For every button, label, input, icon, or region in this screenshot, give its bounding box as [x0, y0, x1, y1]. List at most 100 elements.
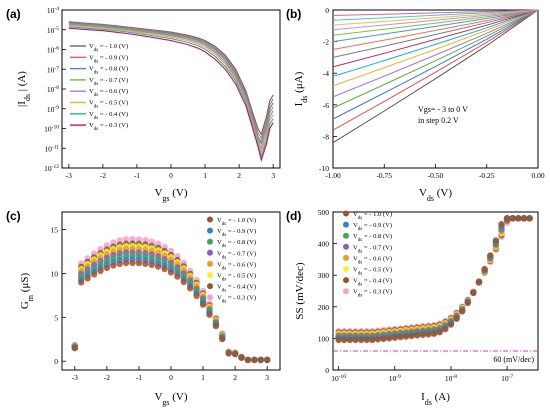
panel-c-legend-entry: Vds = - 0.5 (V) [217, 273, 256, 283]
panel-c-data-point [78, 279, 85, 286]
panel-a-legend-entry-main: V [89, 88, 94, 95]
panel-a-ytick-label-exp: -9 [54, 105, 59, 111]
panel-d-legend-swatch [343, 277, 349, 284]
panel-a-ytick-label-base: 10 [47, 26, 55, 35]
panel-a-series-line [68, 27, 274, 163]
panel-d-legend-entry-suffix: = - 0.7 (V) [362, 244, 392, 251]
panel-d-data-point [419, 331, 427, 339]
panel-a-ytick-label-base: 10 [44, 144, 52, 153]
panel-d-legend-entry-sub: ds [358, 293, 363, 298]
panel-c-data-point [251, 356, 258, 364]
panel-d-legend-entry-main: V [353, 255, 358, 262]
panel-a-ytick-label: 10-7 [47, 65, 59, 74]
panel-b-ylabel: Ids (μA) [293, 71, 309, 106]
panel-a-ytick-label-exp: -7 [54, 65, 59, 71]
panel-c-data-point [129, 236, 136, 243]
panel-c-legend-swatch [207, 216, 213, 223]
panel-c-data-point [257, 356, 264, 364]
panel-c-ytick-label: 5 [54, 313, 58, 322]
panel-d-data-point [442, 326, 449, 333]
panel-d-xlabel-unit: (A) [432, 391, 450, 403]
panel-a-legend-entry-main: V [89, 66, 94, 73]
panel-a-legend-entry-sub: ds [94, 115, 99, 120]
panel-a-ytick-label: 10-10 [44, 125, 59, 134]
panel-a-ytick-label: 10-6 [47, 46, 59, 55]
panel-a-ytick-label-base: 10 [47, 105, 55, 114]
panel-a-xtick-label: 0 [169, 171, 173, 180]
panel-a-ytick-label: 10-12 [44, 164, 59, 173]
panel-b-ytick-label: -2 [323, 38, 329, 47]
panel-c-legend-entry-main: V [217, 239, 222, 246]
panel-d-data-point [402, 333, 410, 340]
panel-d-frame [332, 211, 539, 371]
panel-c-xtick-label: -2 [104, 373, 110, 382]
panel-a-ylabel-unit: | (A) [16, 71, 28, 94]
panel-a-legend-entry: Vds = - 0.8 (V) [89, 66, 128, 76]
panel-d-data-point [352, 336, 359, 344]
panel-c-data-point [155, 263, 162, 270]
panel-d-data-point [397, 333, 404, 341]
panel-a-legend-entry: Vds = - 0.6 (V) [89, 88, 128, 98]
panel-a-ylabel-main: |I [16, 101, 28, 107]
panel-b-ytick-label: -6 [323, 101, 329, 110]
panel-d-ytick-label: 0 [325, 366, 329, 375]
panel-a-ytick-label-exp: -6 [54, 46, 59, 52]
panel-c-xtick-label: -1 [136, 373, 142, 382]
panel-a-legend-entry: Vds = - 0.7 (V) [89, 77, 128, 87]
panel-c-data-point [148, 261, 155, 268]
panel-d-data-point [363, 336, 370, 344]
panel-a-legend-entry-suffix: = - 0.7 (V) [98, 77, 128, 84]
panel-c-data-point [161, 265, 168, 273]
panel-a-ytick-label-base: 10 [44, 125, 52, 134]
panel-a-xtick-label: 2 [237, 171, 241, 180]
panel-d-data-point [386, 335, 393, 342]
panel-d-legend-entry-main: V [353, 222, 358, 229]
panel-b-xlabel-main: V [419, 187, 427, 199]
panel-d-xtick-label-exp: -10 [339, 374, 347, 380]
panel-c-legend-entry-main: V [217, 295, 222, 302]
panel-d-legend-entry-sub: ds [358, 227, 363, 232]
panel-d-legend-entry-suffix: = - 0.3 (V) [362, 289, 392, 296]
panel-d-legend-entry-main: V [353, 267, 358, 274]
panel-d-data-point [498, 220, 505, 228]
panel-c-legend-entry-main: V [217, 273, 222, 280]
panel-b-annotation: in step 0.2 V [418, 116, 459, 125]
panel-c-legend-entry: Vds = - 0.9 (V) [217, 228, 256, 238]
panel-d-legend-entry: Vds = - 1.0 (V) [353, 211, 392, 221]
panel-c-legend-entry: Vds = - 0.8 (V) [217, 239, 256, 249]
panel-a-series-line [68, 21, 274, 136]
panel-a-legend-entry-sub: ds [94, 93, 99, 98]
panel-b-ytick-label: -10 [319, 164, 329, 173]
panel-d-xtick-label-base: 10 [389, 374, 397, 383]
panel-c-xtick-label: 1 [201, 373, 205, 382]
panel-d-legend-entry-main: V [353, 289, 358, 296]
panel-c-legend-entry-suffix: = - 0.9 (V) [226, 228, 256, 235]
panel-a-legend-entry-sub: ds [94, 70, 99, 75]
panel-c-legend-entry-main: V [217, 217, 222, 224]
panel-d-legend-entry-sub: ds [358, 216, 363, 221]
panel-c-xtick-label: 3 [265, 373, 269, 382]
panel-c-legend-entry-suffix: = - 0.8 (V) [226, 239, 256, 246]
panel-d-legend-entry-main: V [353, 244, 358, 251]
panel-c-legend-swatch [207, 249, 213, 256]
panel-a-legend-entry-main: V [89, 43, 94, 50]
panel-a-legend-entry-sub: ds [94, 127, 99, 132]
panel-d-data-point [515, 215, 522, 222]
panel-d-data-point [459, 308, 466, 315]
panel-d-data-point [526, 215, 533, 222]
panel-d-legend-swatch [343, 210, 349, 217]
panel-a-legend-entry-suffix: = - 0.9 (V) [98, 54, 128, 61]
panel-c-xlabel-sub: gs [162, 398, 169, 407]
panel-d-legend-entry: Vds = - 0.5 (V) [353, 267, 392, 277]
panel-a-ytick-label-base: 10 [47, 6, 55, 15]
panel-d-data-point [430, 330, 438, 337]
panel-c-data-point [122, 236, 130, 243]
panel-c-data-point [103, 264, 111, 271]
panel-d-legend-entry-sub: ds [358, 249, 363, 254]
panel-a-legend-entry: Vds = - 0.9 (V) [89, 54, 128, 64]
panel-a-xtick-label: -3 [66, 171, 72, 180]
panel-a-ytick-label-base: 10 [47, 85, 55, 94]
panel-b-ytick-label: 0 [325, 6, 329, 15]
panel-a-legend-entry-suffix: = - 1.0 (V) [98, 43, 128, 50]
